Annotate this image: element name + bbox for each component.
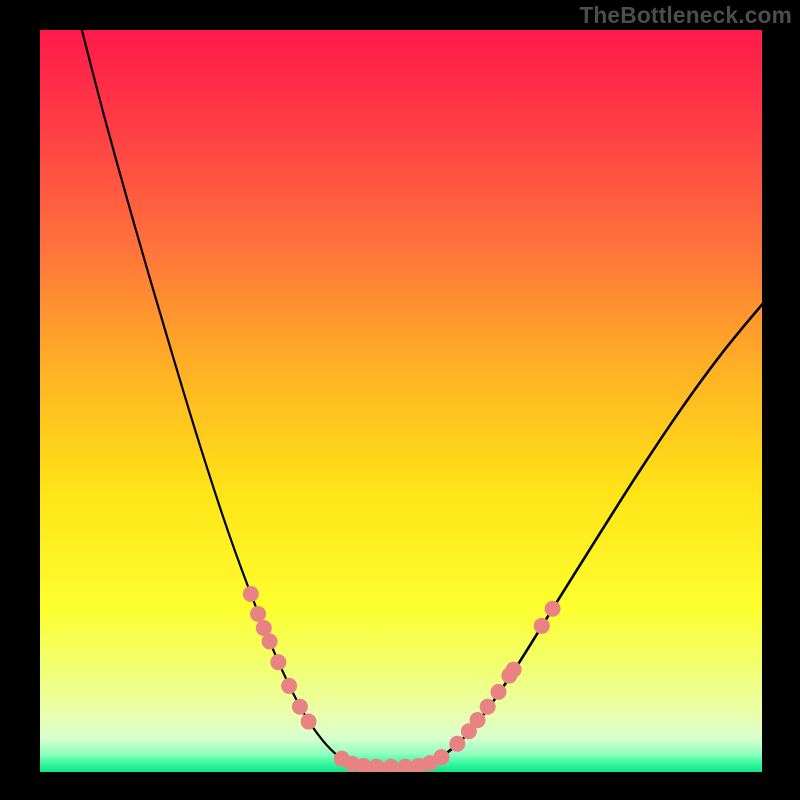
plot-area — [40, 30, 762, 772]
gradient-background — [40, 30, 762, 772]
marker-dot — [480, 699, 496, 715]
marker-dot — [433, 749, 449, 765]
plot-svg — [40, 30, 762, 772]
chart-stage: TheBottleneck.com — [0, 0, 800, 800]
marker-dot — [470, 712, 486, 728]
marker-dot — [243, 586, 259, 602]
marker-dot — [262, 633, 278, 649]
marker-dot — [270, 654, 286, 670]
marker-dot — [545, 601, 561, 617]
marker-dot — [281, 678, 297, 694]
watermark-text: TheBottleneck.com — [579, 2, 792, 29]
marker-dot — [490, 684, 506, 700]
marker-dot — [250, 606, 266, 622]
marker-dot — [534, 618, 550, 634]
marker-dot — [449, 736, 465, 752]
marker-dot — [506, 662, 522, 678]
marker-dot — [292, 699, 308, 715]
marker-dot — [301, 714, 317, 730]
